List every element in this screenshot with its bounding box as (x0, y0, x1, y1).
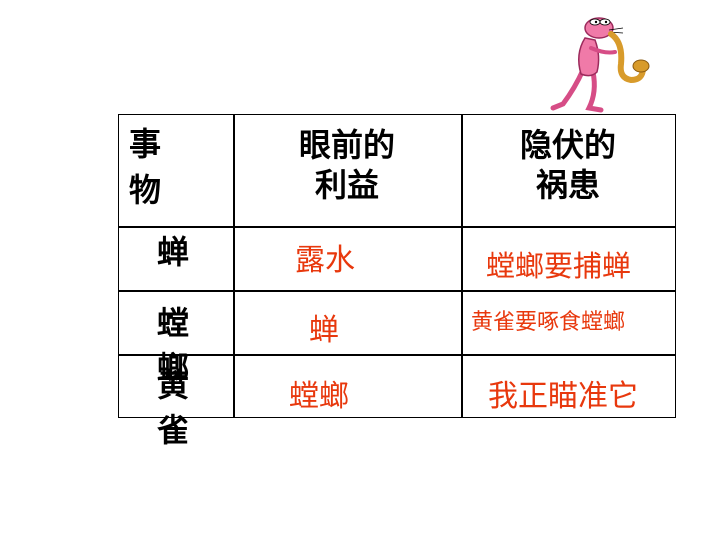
row-2-danger: 黄雀要啄食螳螂 (471, 310, 626, 335)
row-divider (119, 226, 675, 228)
header-benefit: 眼前的 利益 (298, 126, 395, 204)
header-subject: 事 物 (129, 125, 162, 210)
row-1-benefit: 露水 (295, 243, 355, 278)
header-danger: 隐伏的 祸患 (519, 126, 616, 204)
row-3-danger: 我正瞄准它 (488, 379, 638, 414)
column-divider (461, 115, 463, 417)
row-1-subject: 蝉 (157, 233, 190, 271)
pink-panther-saxophone-illustration (550, 17, 650, 113)
row-divider (119, 354, 675, 356)
row-2-subject: 螳 螂 (157, 304, 190, 387)
row-divider (119, 290, 675, 292)
row-3-subject: 黄 雀 (157, 366, 190, 449)
comparison-table: 事 物 眼前的 利益 隐伏的 祸患 蝉 露水 螳螂要捕蝉 螳 螂 蝉 黄雀要啄食… (118, 114, 676, 449)
row-2-benefit: 蝉 (309, 313, 339, 348)
column-divider (233, 115, 235, 417)
row-1-danger: 螳螂要捕蝉 (486, 249, 632, 283)
row-3-benefit: 螳螂 (289, 379, 349, 414)
